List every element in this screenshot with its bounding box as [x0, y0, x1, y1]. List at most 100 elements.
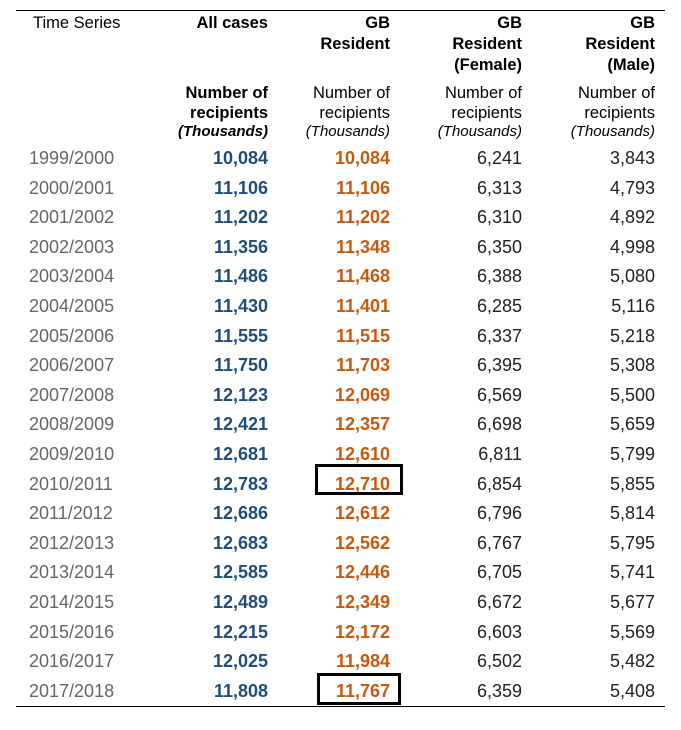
- period-cell: 2002/2003: [29, 236, 115, 257]
- subheader-unit: (Thousands): [178, 123, 268, 140]
- period-cell: 2013/2014: [29, 562, 115, 583]
- period-cell: 2009/2010: [29, 444, 115, 464]
- all-cases-cell: 12,783: [212, 473, 268, 494]
- table-row: 2015/2016 12,215 12,172 6,603 5,569: [0, 621, 681, 651]
- highlight-box-2017-2018: [317, 673, 401, 705]
- period-cell: 2012/2013: [29, 532, 115, 553]
- male-cell: 5,308: [609, 355, 655, 376]
- male-cell: 5,855: [609, 473, 655, 494]
- gb-resident-cell: 10,084: [334, 148, 390, 168]
- gb-resident-cell: 11,984: [335, 651, 390, 672]
- period-cell: 2005/2006: [29, 325, 115, 346]
- female-cell: 6,359: [476, 680, 522, 701]
- female-cell: 6,854: [476, 473, 522, 494]
- subheader-gb-male: Number of recipients (Thousands): [571, 83, 655, 141]
- period-cell: 2003/2004: [29, 266, 115, 287]
- subheader-line1: Number of: [185, 84, 269, 102]
- period-cell: 2001/2002: [29, 207, 115, 228]
- subheader-unit: (Thousands): [570, 123, 655, 140]
- header-gb-resident: GB Resident: [320, 14, 390, 53]
- gb-resident-cell: 12,610: [334, 444, 390, 464]
- table-row: 2001/2002 11,202 11,202 6,310 4,892: [0, 206, 681, 236]
- table-row: 2004/2005 11,430 11,401 6,285 5,116: [0, 295, 681, 325]
- male-cell: 5,795: [609, 532, 655, 553]
- gb-resident-cell: 12,562: [334, 532, 390, 553]
- gb-resident-cell: 11,348: [335, 236, 390, 257]
- male-cell: 5,500: [609, 384, 655, 405]
- table-row: 2002/2003 11,356 11,348 6,350 4,998: [0, 236, 681, 266]
- gb-resident-cell: 12,172: [334, 621, 390, 642]
- period-cell: 2004/2005: [29, 296, 115, 316]
- period-cell: 2014/2015: [29, 592, 115, 612]
- table-row: 2014/2015 12,489 12,349 6,672 5,677: [0, 591, 681, 621]
- gb-resident-cell: 12,446: [334, 562, 390, 583]
- subheader-gb-resident: Number of recipients (Thousands): [306, 83, 390, 141]
- female-cell: 6,811: [478, 444, 522, 464]
- subheader-line1: Number of: [577, 84, 655, 102]
- male-cell: 5,116: [611, 296, 655, 316]
- all-cases-cell: 11,750: [213, 355, 268, 376]
- male-cell: 5,218: [609, 325, 655, 346]
- female-cell: 6,569: [476, 384, 522, 405]
- male-cell: 5,659: [609, 414, 655, 435]
- table-row: 2000/2001 11,106 11,106 6,313 4,793: [0, 177, 681, 207]
- subheader-line2: recipients: [190, 104, 268, 122]
- female-cell: 6,603: [476, 621, 522, 642]
- female-cell: 6,350: [476, 236, 522, 257]
- all-cases-cell: 11,106: [213, 177, 268, 198]
- table-row: 2011/2012 12,686 12,612 6,796 5,814: [0, 502, 681, 532]
- all-cases-cell: 12,489: [212, 592, 268, 612]
- male-cell: 5,677: [609, 592, 655, 612]
- gb-resident-cell: 11,767: [335, 680, 390, 701]
- table-row: 2010/2011 12,783 12,710 6,854 5,855: [0, 473, 681, 503]
- male-cell: 4,998: [609, 236, 655, 257]
- table-row: 2006/2007 11,750 11,703 6,395 5,308: [0, 354, 681, 384]
- female-cell: 6,285: [476, 296, 522, 316]
- male-cell: 5,814: [609, 503, 655, 524]
- all-cases-cell: 11,486: [213, 266, 268, 287]
- period-cell: 2010/2011: [29, 473, 113, 494]
- period-cell: 2015/2016: [29, 621, 115, 642]
- gb-resident-cell: 11,202: [335, 207, 390, 228]
- header-period: Time Series: [33, 14, 121, 32]
- female-cell: 6,395: [476, 355, 522, 376]
- period-cell: 2006/2007: [29, 355, 115, 376]
- subheader-line1: Number of: [312, 84, 390, 102]
- all-cases-cell: 12,215: [212, 621, 268, 642]
- gb-resident-cell: 11,703: [335, 355, 390, 376]
- female-cell: 6,313: [476, 177, 522, 198]
- gb-resident-cell: 12,612: [334, 503, 390, 524]
- male-cell: 4,892: [609, 207, 655, 228]
- table-row: 2003/2004 11,486 11,468 6,388 5,080: [0, 265, 681, 295]
- all-cases-cell: 11,430: [213, 296, 268, 316]
- male-cell: 5,080: [609, 266, 655, 287]
- gb-resident-cell: 11,468: [335, 266, 390, 287]
- subheader-unit: (Thousands): [305, 123, 390, 140]
- male-cell: 4,793: [609, 177, 655, 198]
- period-cell: 1999/2000: [29, 148, 115, 168]
- female-cell: 6,502: [476, 651, 522, 672]
- gb-resident-cell: 11,515: [335, 325, 390, 346]
- subheader-line2: recipients: [584, 104, 655, 122]
- subheader-line1: Number of: [444, 84, 522, 102]
- all-cases-cell: 12,123: [212, 384, 268, 405]
- bottom-rule: [16, 706, 665, 707]
- period-cell: 2000/2001: [29, 177, 115, 198]
- table-row: 2012/2013 12,683 12,562 6,767 5,795: [0, 532, 681, 562]
- female-cell: 6,241: [476, 148, 522, 168]
- male-cell: 5,482: [609, 651, 655, 672]
- female-cell: 6,388: [476, 266, 522, 287]
- gb-resident-cell: 12,357: [334, 414, 390, 435]
- female-cell: 6,796: [476, 503, 522, 524]
- period-cell: 2016/2017: [29, 651, 115, 672]
- top-rule: [16, 10, 665, 11]
- subheader-line2: recipients: [319, 104, 390, 122]
- female-cell: 6,310: [476, 207, 522, 228]
- all-cases-cell: 12,585: [212, 562, 268, 583]
- header-gb-male: GB Resident (Male): [585, 14, 655, 74]
- highlight-box-2010-2011: [315, 464, 403, 495]
- male-cell: 5,408: [609, 680, 655, 701]
- subheader-gb-female: Number of recipients (Thousands): [438, 83, 522, 141]
- female-cell: 6,337: [476, 325, 522, 346]
- male-cell: 5,799: [609, 444, 655, 464]
